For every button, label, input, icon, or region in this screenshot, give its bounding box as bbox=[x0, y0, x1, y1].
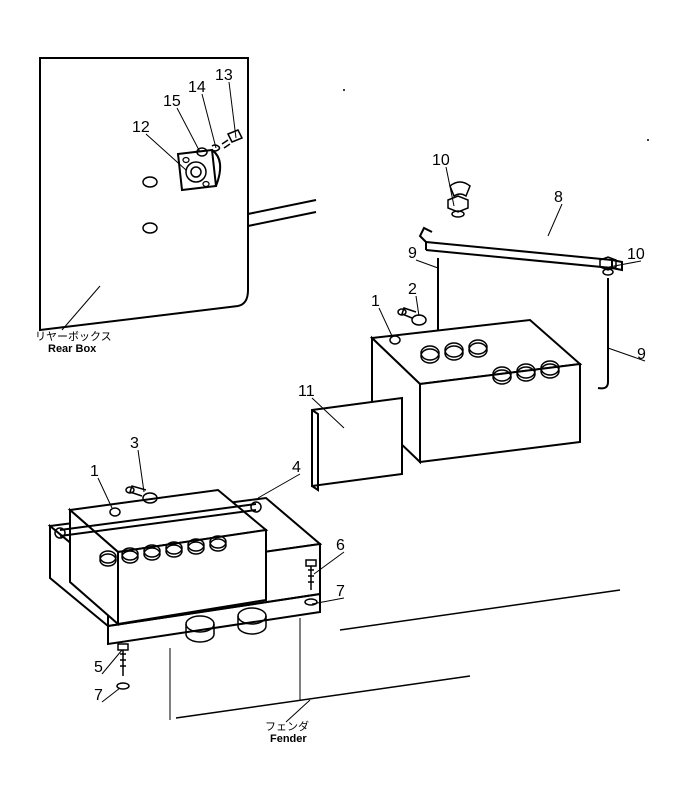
plate-11 bbox=[312, 398, 402, 490]
nut-10-left bbox=[448, 182, 470, 217]
callout-c12: 12 bbox=[132, 119, 150, 136]
parts-diagram: 12151413108921019113146757 リヤーボックスRear B… bbox=[0, 0, 694, 792]
callout-c4: 4 bbox=[292, 459, 301, 476]
leader-c15 bbox=[177, 108, 200, 152]
callout-c1a: 1 bbox=[371, 293, 380, 310]
label-rear-box-jp: リヤーボックス bbox=[35, 330, 112, 343]
callout-c13: 13 bbox=[215, 67, 233, 84]
leader-c3 bbox=[138, 450, 144, 492]
battery-right bbox=[372, 308, 580, 462]
callout-c9a: 9 bbox=[408, 245, 417, 262]
callout-c11: 11 bbox=[298, 383, 315, 400]
callout-c5: 5 bbox=[94, 659, 103, 676]
frame-8 bbox=[420, 228, 622, 270]
callout-c10a: 10 bbox=[432, 152, 450, 169]
callout-c2: 2 bbox=[408, 281, 417, 298]
callout-c10b: 10 bbox=[627, 246, 645, 263]
leader-c8 bbox=[548, 204, 562, 236]
label-fender-jp: フェンダ bbox=[265, 719, 309, 733]
leader-c2 bbox=[416, 296, 419, 316]
leader-c1a bbox=[379, 308, 392, 336]
callout-c6: 6 bbox=[336, 537, 345, 554]
leader-c9a bbox=[416, 260, 438, 268]
bolt-5 bbox=[117, 644, 129, 689]
leader-c5 bbox=[102, 650, 122, 674]
callout-c14: 14 bbox=[188, 79, 206, 96]
callout-c7a: 7 bbox=[336, 583, 345, 600]
leader-c12 bbox=[146, 134, 186, 170]
label-rear-box-en: Rear Box bbox=[48, 343, 97, 355]
label-fender-en: Fender bbox=[270, 733, 307, 745]
leader-c7b bbox=[102, 688, 120, 702]
callout-c15: 15 bbox=[163, 93, 181, 110]
terminal-2 bbox=[398, 308, 426, 325]
leader-c14 bbox=[202, 94, 216, 148]
leader-c13 bbox=[229, 82, 236, 138]
callout-c8: 8 bbox=[554, 189, 563, 206]
leader-c10a bbox=[446, 167, 454, 206]
leader-c4 bbox=[258, 474, 300, 498]
callout-c9b: 9 bbox=[637, 346, 646, 363]
callout-c1b: 1 bbox=[90, 463, 99, 480]
rod-9-right bbox=[598, 278, 608, 388]
leader-c1b bbox=[98, 478, 112, 508]
callout-c3: 3 bbox=[130, 435, 139, 452]
callout-c7b: 7 bbox=[94, 687, 103, 704]
